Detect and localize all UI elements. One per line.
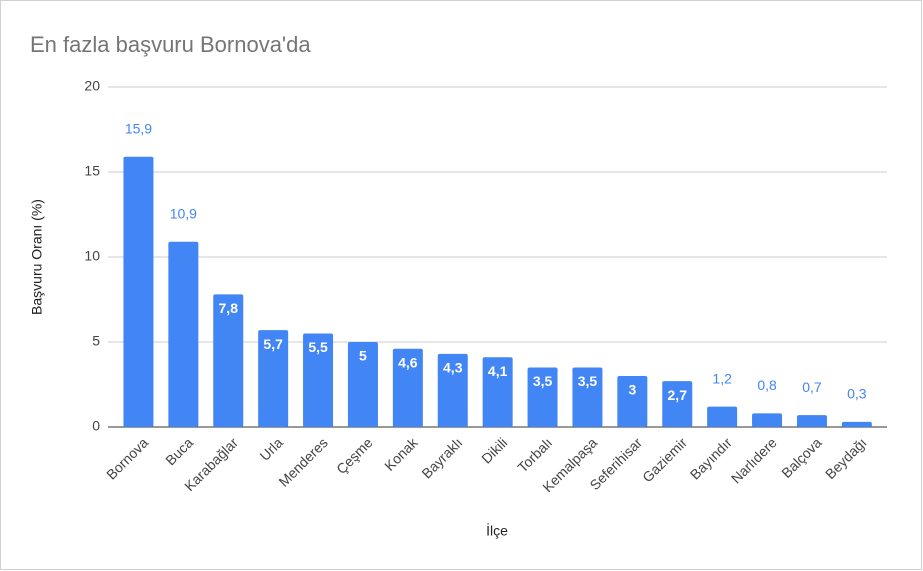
- value-label: 0,8: [757, 377, 777, 393]
- y-tick-label: 5: [92, 333, 100, 349]
- value-label: 3,5: [533, 373, 553, 389]
- y-tick-label: 10: [84, 248, 100, 264]
- bar: [617, 376, 648, 427]
- value-label: 5: [359, 348, 367, 364]
- bar: [168, 241, 199, 427]
- value-label: 4,1: [488, 363, 508, 379]
- bar: [437, 353, 468, 427]
- bar: [258, 330, 289, 427]
- value-label: 15,9: [125, 120, 152, 136]
- bar: [123, 156, 154, 427]
- value-label: 1,2: [712, 370, 732, 386]
- value-label: 4,3: [443, 360, 463, 376]
- chart-title: En fazla başvuru Bornova'da: [30, 32, 311, 57]
- value-label: 0,7: [802, 379, 822, 395]
- y-tick-label: 15: [84, 163, 100, 179]
- y-tick-label: 0: [92, 418, 100, 434]
- bar: [303, 333, 334, 427]
- bar: [213, 294, 244, 427]
- value-label: 2,7: [668, 387, 688, 403]
- value-label: 5,5: [308, 339, 328, 355]
- bar: [572, 367, 603, 427]
- bar: [841, 421, 872, 427]
- y-axis-title: Başvuru Oranı (%): [29, 199, 45, 315]
- bar: [482, 357, 513, 427]
- value-label: 4,6: [398, 355, 418, 371]
- value-label: 3: [628, 382, 636, 398]
- bar: [796, 415, 827, 427]
- bar: [752, 413, 783, 427]
- bar: [527, 367, 558, 427]
- value-label: 3,5: [578, 373, 598, 389]
- bar: [707, 406, 738, 427]
- value-label: 7,8: [219, 300, 239, 316]
- x-axis-title: İlçe: [486, 522, 508, 539]
- value-label: 5,7: [263, 336, 283, 352]
- value-label: 10,9: [170, 205, 197, 221]
- bar: [392, 348, 423, 427]
- bar: [347, 342, 378, 427]
- y-tick-label: 20: [84, 78, 100, 94]
- value-label: 0,3: [847, 386, 867, 402]
- bar: [662, 381, 693, 427]
